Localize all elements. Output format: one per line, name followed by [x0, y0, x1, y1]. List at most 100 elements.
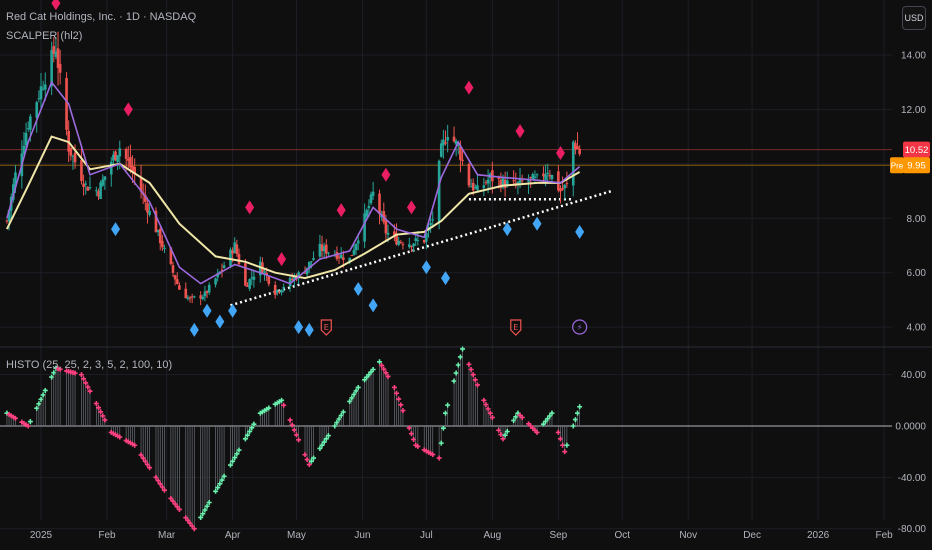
candle-body [520, 180, 524, 182]
candle-body [233, 242, 237, 253]
histo-point-marker [302, 452, 308, 458]
candle-body [505, 180, 509, 187]
candle-body [422, 240, 426, 243]
histo-point-marker [25, 423, 31, 429]
candle-body [244, 263, 247, 286]
candle-body [503, 179, 507, 188]
candle-body [386, 232, 390, 235]
candle-body [22, 145, 26, 154]
event-marker-label: ⚡ [577, 323, 583, 332]
candle-body [471, 182, 475, 191]
histo-point-marker [242, 436, 248, 442]
histo-point-marker [102, 417, 108, 423]
histo-point-marker [185, 517, 191, 523]
candle-body [229, 249, 232, 267]
x-tick-label: 2026 [807, 530, 830, 541]
histo-point-marker [438, 440, 444, 446]
buy-signal-diamond [215, 314, 225, 329]
histo-point-marker [474, 382, 480, 388]
scalper-indicator-label[interactable]: SCALPER (hl2) [6, 30, 82, 42]
x-tick-label: Jul [420, 530, 433, 541]
candle-body [408, 244, 411, 248]
candle-body [190, 296, 194, 298]
histo-point-marker [168, 495, 174, 501]
candle-body [161, 240, 164, 248]
candle-body [158, 228, 162, 244]
candle-body [437, 160, 441, 223]
histo-point-marker [251, 421, 257, 427]
rising-support-trendline[interactable] [230, 189, 612, 307]
candle-body [399, 242, 403, 244]
histo-point-marker [132, 442, 138, 448]
sell-signal-diamond [381, 167, 391, 182]
candle-body [65, 77, 68, 130]
candle-body [516, 182, 520, 185]
buy-signal-diamond [502, 222, 512, 237]
histo-point-marker [81, 376, 87, 382]
histo-point-marker [176, 506, 182, 512]
candle-body [446, 136, 449, 141]
candle-body [24, 132, 28, 146]
candle-body [571, 141, 575, 186]
split-marker-icon[interactable] [572, 319, 588, 335]
candle-body [43, 84, 47, 90]
candle-body [529, 176, 532, 178]
candle-body [163, 247, 166, 250]
histo-point-marker [502, 432, 508, 438]
histo-point-marker [349, 395, 355, 401]
candle-body [429, 222, 432, 226]
histo-point-marker [311, 455, 317, 461]
y-tick-label: 12.00 [901, 105, 926, 116]
histo-indicator-label[interactable]: HISTO (25, 25, 2, 3, 5, 2, 100, 10) [6, 359, 172, 371]
earnings-marker-icon[interactable] [320, 319, 332, 336]
histo-point-marker [381, 366, 387, 372]
candle-body [442, 139, 445, 146]
candle-body [444, 142, 447, 144]
x-tick-label: May [287, 530, 306, 541]
candle-body [320, 244, 324, 251]
candle-body [222, 265, 226, 269]
earnings-marker-icon[interactable] [510, 319, 522, 336]
histo-point-marker [504, 429, 510, 435]
symbol-title[interactable]: Red Cat Holdings, Inc. · 1D · NASDAQ [6, 11, 197, 23]
histo-point-marker [206, 500, 212, 506]
x-tick-label: Feb [875, 530, 893, 541]
x-tick-label: Apr [225, 530, 241, 541]
histo-point-marker [293, 432, 299, 438]
candle-body [246, 285, 249, 288]
sell-signal-diamond [555, 145, 565, 160]
candle-body [56, 48, 60, 68]
histo-point-marker [198, 514, 204, 520]
histo-point-marker [289, 422, 295, 428]
candle-body [290, 279, 294, 281]
histo-point-marker [157, 481, 163, 487]
histo-point-marker [247, 429, 253, 435]
histo-point-marker [498, 432, 504, 438]
event-marker-label: E [513, 323, 518, 332]
histo-point-marker [445, 402, 451, 408]
candle-body [542, 173, 545, 177]
candle-body [169, 247, 173, 264]
buy-signal-diamond [189, 322, 199, 337]
candle-body [452, 136, 456, 142]
histo-point-marker [351, 391, 357, 397]
candle-body [393, 231, 396, 236]
candle-body [114, 151, 117, 161]
candle-body [129, 156, 132, 168]
histo-point-marker [453, 370, 459, 376]
histo-point-marker [38, 396, 44, 402]
candle-body [252, 276, 256, 280]
histo-point-marker [36, 401, 42, 407]
histo-y-tick-label: 0.0000 [895, 422, 926, 433]
candle-body [416, 239, 420, 241]
currency-button[interactable]: USD [902, 6, 926, 30]
histo-point-marker [213, 488, 219, 494]
candle-body [559, 188, 562, 192]
candle-body [133, 166, 136, 175]
histo-point-marker [232, 455, 238, 461]
x-tick-label: Oct [614, 530, 630, 541]
candle-body [69, 147, 73, 156]
histo-y-tick-label: -80.00 [898, 524, 927, 535]
histo-y-tick-label: -40.00 [898, 473, 927, 484]
